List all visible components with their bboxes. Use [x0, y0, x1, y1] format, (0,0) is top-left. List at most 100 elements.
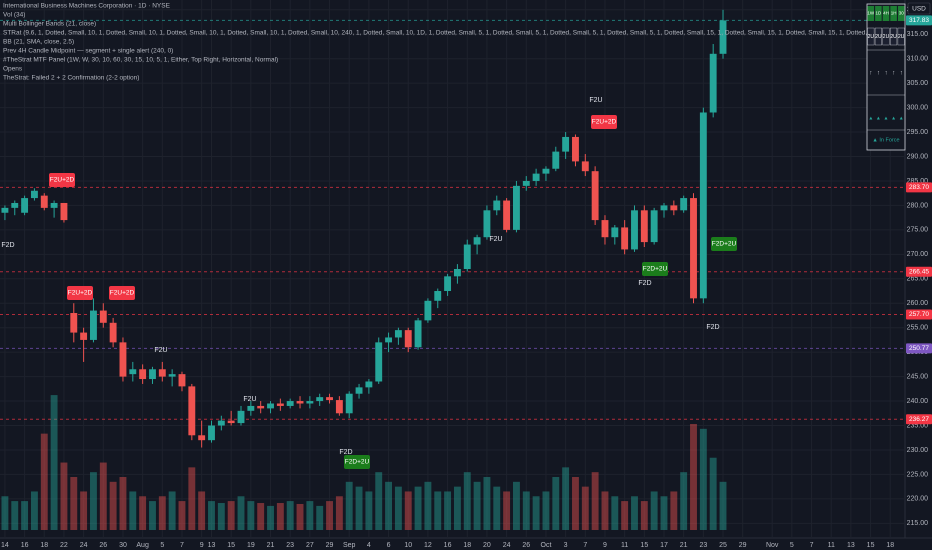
candle-body	[306, 401, 314, 404]
mtf-state: 2U	[883, 34, 890, 40]
y-tick-label: 315.00	[907, 31, 929, 38]
mtf-triangle: ▲	[891, 115, 896, 121]
volume-bar	[640, 501, 648, 530]
x-tick-label: 22	[60, 542, 68, 549]
y-tick-label: 235.00	[907, 422, 929, 429]
candle-body	[473, 237, 481, 245]
volume-bar	[50, 395, 58, 530]
mtf-cell	[897, 6, 905, 21]
y-tick-label: 275.00	[907, 227, 929, 234]
mtf-triangle: ▲	[899, 115, 904, 121]
candle-body	[601, 220, 609, 238]
candle-body	[99, 310, 107, 323]
volume-bar	[424, 481, 432, 530]
mtf-timeframe: 4H	[883, 11, 889, 16]
volume-bar	[21, 501, 29, 530]
candle-body	[227, 420, 235, 424]
signal-box	[711, 237, 737, 251]
volume-bar	[70, 477, 78, 530]
volume-bar	[355, 486, 363, 530]
x-tick-label: Nov	[766, 542, 779, 549]
candle-body	[424, 300, 432, 321]
x-tick-label: 16	[444, 542, 452, 549]
volume-bar	[404, 491, 412, 530]
y-tick-label: 245.00	[907, 373, 929, 380]
candle-body	[680, 198, 688, 211]
mtf-cell	[867, 27, 875, 46]
volume-bar	[483, 477, 491, 530]
candle-body	[237, 410, 245, 424]
candle-body	[129, 369, 137, 375]
signal-label: F2D	[638, 280, 651, 287]
candle-body	[70, 313, 78, 333]
y-tick-label: 230.00	[907, 447, 929, 454]
x-tick-label: 9	[200, 542, 204, 549]
volume-bar	[719, 481, 727, 530]
volume-bar	[572, 477, 579, 530]
mtf-triangle: ▲	[868, 115, 873, 121]
candle-body	[139, 369, 147, 380]
candle-body	[621, 227, 629, 250]
candle-body	[581, 161, 589, 172]
candle-body	[345, 393, 353, 414]
candle-body	[690, 198, 697, 299]
x-tick-label: 24	[503, 542, 511, 549]
price-label: 317.83	[909, 17, 929, 24]
volume-bar	[257, 503, 265, 530]
candle-body	[296, 401, 304, 404]
candle-body	[316, 397, 324, 402]
candle-body	[394, 330, 402, 338]
candle-body	[355, 387, 363, 394]
mtf-footer: ▲ In Force	[872, 137, 899, 143]
mtf-triangle: ▲	[876, 115, 881, 121]
legend-line: Multi Bollinger Bands (21, close)	[3, 21, 96, 28]
x-tick-label: 20	[483, 542, 491, 549]
x-tick-label: 10	[404, 542, 412, 549]
volume-bar	[532, 496, 540, 530]
volume-bar	[306, 501, 314, 530]
y-tick-label: 265.00	[907, 276, 929, 283]
volume-bar	[650, 491, 658, 530]
candle-body	[50, 202, 58, 208]
candle-body	[335, 400, 343, 414]
mtf-state: 2U	[890, 34, 897, 40]
candle-body	[670, 205, 678, 211]
x-tick-label: 5	[790, 542, 794, 549]
volume-bar	[40, 433, 48, 530]
mtf-triangle: ▲	[884, 115, 889, 121]
chart-title: International Business Machines Corporat…	[3, 3, 171, 10]
signal-box	[591, 115, 617, 129]
x-tick-label: 15	[640, 542, 648, 549]
volume-bar	[119, 477, 127, 530]
candle-body	[434, 291, 442, 301]
signal-label: F2D	[339, 449, 352, 456]
volume-bar	[414, 486, 422, 530]
y-tick-label: 290.00	[907, 153, 929, 160]
candle-body	[709, 53, 717, 113]
x-tick-label: 7	[583, 542, 587, 549]
x-tick-label: 18	[40, 542, 48, 549]
candle-body	[640, 210, 648, 243]
volume-bar	[168, 491, 176, 530]
volume-bar	[699, 428, 707, 530]
volume-bar	[493, 486, 501, 530]
candle-body	[631, 210, 638, 250]
y-tick-label: 240.00	[907, 398, 929, 405]
volume-bar	[473, 481, 481, 530]
x-tick-label: 21	[267, 542, 275, 549]
mtf-cell	[897, 27, 905, 46]
mtf-cell	[874, 27, 882, 46]
candle-body	[611, 227, 619, 238]
candle-body	[503, 200, 511, 230]
candle-body	[719, 20, 727, 54]
volume-bar	[208, 501, 215, 530]
candle-body	[178, 374, 186, 387]
price-label: 250.77	[909, 345, 929, 352]
candle-body	[168, 374, 176, 377]
candle-body	[267, 403, 274, 409]
volume-bar	[680, 472, 688, 530]
legend-line: Opens	[3, 66, 23, 73]
candle-body	[188, 386, 196, 436]
